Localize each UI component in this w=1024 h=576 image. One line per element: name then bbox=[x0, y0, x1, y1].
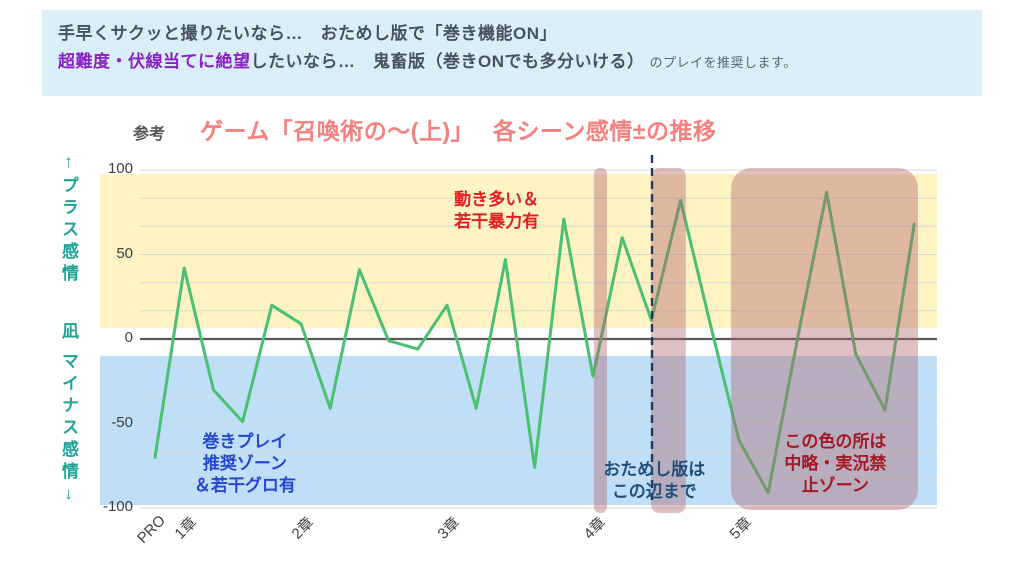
movement-note-line: 若干暴力有 bbox=[454, 211, 540, 231]
cut-band-3 bbox=[731, 168, 918, 510]
ban-note-line: この色の所は bbox=[784, 432, 887, 452]
movement-note: 動き多い＆ 若干暴力有 bbox=[454, 189, 539, 233]
y-axis-tick-label: 100 bbox=[107, 160, 133, 177]
axis-caption-calm: 凪 bbox=[59, 322, 78, 344]
rewind-note: 巻きプレイ 推奨ゾーン ＆若干グロ有 bbox=[194, 431, 296, 497]
banner-line2: 超難度・伏線当てに絶望したいなら… 鬼畜版（巻きONでも多分いける） のプレイを… bbox=[58, 48, 966, 77]
emotion-series-line bbox=[153, 190, 916, 495]
axis-caption-minus: マイナス感情↓ bbox=[59, 352, 78, 508]
ban-note-line: 止ゾーン bbox=[801, 476, 869, 496]
plus-emotion-zone bbox=[100, 174, 937, 329]
banner-line1: 手早くサクッと撮りたいなら… おためし版で「巻き機能ON」 bbox=[58, 24, 557, 43]
rewind-note-line: 推奨ゾーン bbox=[202, 454, 287, 474]
cut-band-2 bbox=[651, 168, 686, 513]
rewind-note-line: ＆若干グロ有 bbox=[193, 476, 296, 496]
banner-line2-rest: したいなら… 鬼畜版（巻きONでも多分いける） bbox=[250, 52, 636, 71]
y-axis-tick-label: 50 bbox=[116, 244, 133, 262]
banner-line2-highlight: 超難度・伏線当てに絶望 bbox=[58, 52, 251, 71]
banner-line2-suffix: のプレイを推奨します。 bbox=[636, 55, 797, 70]
axis-caption-plus: ↑プラス感情 bbox=[59, 152, 78, 286]
chart-title: ゲーム「召喚術の～(上)」 各シーン感情±の推移 bbox=[200, 118, 717, 144]
y-axis-tick-label: -100 bbox=[102, 498, 133, 515]
trial-note-line: おためし版は bbox=[603, 459, 706, 479]
rewind-note-line: 巻きプレイ bbox=[202, 432, 288, 452]
cut-band-1 bbox=[593, 168, 607, 513]
title-row: 参考 ゲーム「召喚術の～(上)」 各シーン感情±の推移 bbox=[0, 108, 1024, 144]
trial-note: おためし版は この辺まで bbox=[603, 459, 705, 503]
y-axis-tick-label: 0 bbox=[124, 329, 133, 346]
trial-note-line: この辺まで bbox=[611, 481, 697, 501]
ban-note-line: 中略・実況禁 bbox=[784, 454, 887, 474]
y-axis-tick-label: -50 bbox=[111, 413, 133, 431]
movement-note-line: 動き多い＆ bbox=[454, 189, 540, 209]
ban-note: この色の所は 中略・実況禁 止ゾーン bbox=[784, 431, 886, 497]
emotion-line-chart bbox=[100, 155, 937, 513]
recommendation-banner: 手早くサクッと撮りたいなら… おためし版で「巻き機能ON」 超難度・伏線当てに絶… bbox=[42, 10, 982, 96]
title-prefix: 参考 bbox=[133, 126, 166, 143]
